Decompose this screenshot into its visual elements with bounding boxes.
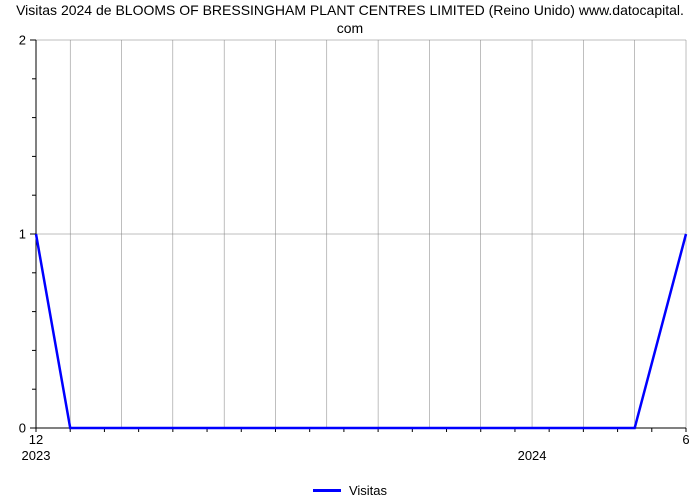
y-tick-label: 2 bbox=[0, 33, 26, 48]
x-year-label: 2024 bbox=[518, 448, 547, 463]
legend-item-visitas: Visitas bbox=[313, 483, 387, 498]
chart-title: Visitas 2024 de BLOOMS OF BRESSINGHAM PL… bbox=[0, 2, 700, 37]
y-tick-label: 1 bbox=[0, 227, 26, 242]
y-tick-label: 0 bbox=[0, 421, 26, 436]
chart-title-line1: Visitas 2024 de BLOOMS OF BRESSINGHAM PL… bbox=[16, 2, 684, 18]
x-year-label: 2023 bbox=[22, 448, 51, 463]
legend: Visitas bbox=[0, 480, 700, 498]
legend-swatch bbox=[313, 489, 341, 492]
chart-container: Visitas 2024 de BLOOMS OF BRESSINGHAM PL… bbox=[0, 0, 700, 500]
x-tick-label: 12 bbox=[29, 432, 43, 447]
legend-label: Visitas bbox=[349, 483, 387, 498]
x-tick-label: 6 bbox=[682, 432, 689, 447]
chart-plot bbox=[30, 34, 692, 434]
